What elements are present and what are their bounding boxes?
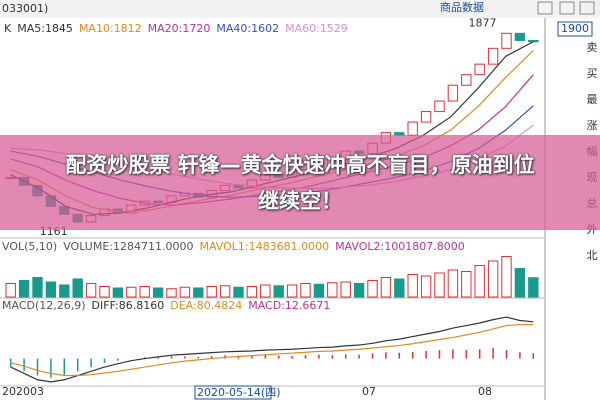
stock-code: 033001) xyxy=(2,2,48,15)
candle xyxy=(461,74,472,86)
volume-bar xyxy=(407,274,418,298)
volume-bar xyxy=(353,283,365,298)
volume-bar xyxy=(528,277,539,298)
legend-entry: VOL(5,10) xyxy=(2,240,57,253)
ma-line xyxy=(10,323,534,377)
volume-bar xyxy=(474,265,485,298)
price-box-text: 1900 xyxy=(561,22,589,35)
volume-bar xyxy=(300,283,311,298)
price-box xyxy=(557,21,593,37)
volume-bar xyxy=(59,284,70,298)
legend-entry: MACD:12.6671 xyxy=(248,299,330,312)
volume-bar xyxy=(193,287,204,298)
volume-bar xyxy=(487,260,499,298)
volume-bar xyxy=(514,268,526,298)
volume-bar xyxy=(394,278,405,298)
volume-bar xyxy=(273,285,284,298)
legend-entry: MAVOL2:1001807.8000 xyxy=(335,240,465,253)
banner-line: 继续空！ xyxy=(258,189,342,213)
volume-bar xyxy=(461,271,472,298)
x-label: 08 xyxy=(478,385,492,398)
x-label: 2020-05-14(四) xyxy=(197,386,281,399)
volume-bar xyxy=(126,286,137,298)
candle xyxy=(514,32,526,41)
volume-bar xyxy=(99,286,110,298)
candle xyxy=(434,100,445,113)
volume-bar xyxy=(420,275,432,298)
icon-button[interactable] xyxy=(537,1,553,15)
volume-bar xyxy=(45,281,57,298)
side-label: 卖 xyxy=(587,41,598,54)
icon-button[interactable] xyxy=(559,1,575,15)
volume-bar xyxy=(313,283,325,298)
candle xyxy=(528,39,539,43)
banner: 配资炒股票 轩锋—黄金快速冲高不盲目，原油到位 继续空！ xyxy=(0,135,600,230)
volume-bar xyxy=(380,277,392,298)
legend-entry: MA10:1812 xyxy=(79,22,142,35)
volume-bar xyxy=(112,287,124,298)
tab-button[interactable]: 商品数据 xyxy=(440,0,484,14)
volume-bar xyxy=(85,283,97,298)
side-label: 北 xyxy=(587,249,598,262)
volume-bar xyxy=(5,283,16,298)
volume-bar xyxy=(327,282,338,298)
candle xyxy=(420,111,432,123)
legend-entry: MA40:1602 xyxy=(216,22,279,35)
legend-entry: MACD(12,26,9) xyxy=(2,299,86,312)
volume-bar xyxy=(18,280,30,298)
x-label: 202003 xyxy=(2,385,44,398)
legend-entry: VOLUME:1284711.0000 xyxy=(63,240,193,253)
legend-entry: MAVOL1:1483681.0000 xyxy=(199,240,329,253)
volume-bar xyxy=(260,284,271,298)
legend-entry: DIFF:86.8160 xyxy=(92,299,165,312)
legend-entry: MA20:1720 xyxy=(148,22,211,35)
candle xyxy=(407,121,418,136)
volume-bar xyxy=(367,280,378,298)
legend-entry: MA60:1529 xyxy=(285,22,348,35)
banner-line: 配资炒股票 轩锋—黄金快速冲高不盲目，原油到位 xyxy=(65,153,535,177)
volume-bar xyxy=(206,286,217,298)
volume-bar xyxy=(152,287,164,298)
volume-bar xyxy=(434,272,445,298)
volume-bar xyxy=(32,277,43,298)
volume-bar xyxy=(246,286,258,298)
candle xyxy=(501,32,512,49)
candle xyxy=(447,84,459,102)
side-label: 买 xyxy=(587,67,598,80)
ma-line xyxy=(10,316,534,383)
candle xyxy=(487,47,499,65)
x-cursor-box xyxy=(194,385,272,400)
legend-entry: MA5:1845 xyxy=(17,22,73,35)
x-label: 07 xyxy=(362,385,376,398)
volume-bar xyxy=(233,286,244,298)
volume-bar xyxy=(340,281,351,298)
volume-bar xyxy=(72,278,83,298)
volume-bar xyxy=(219,285,231,298)
volume-bar xyxy=(139,286,150,298)
volume-bar xyxy=(166,288,177,298)
side-label: 涨 xyxy=(587,119,598,132)
top-bar xyxy=(0,0,600,18)
price-annotation: 1877 xyxy=(469,16,497,29)
legend-entry: DEA:80.4824 xyxy=(170,299,242,312)
volume-bar xyxy=(447,269,459,298)
volume-bar xyxy=(179,286,191,298)
candle xyxy=(474,63,485,76)
legend-entry: K xyxy=(4,22,12,35)
volume-bar xyxy=(286,284,298,298)
icon-button[interactable] xyxy=(579,1,595,15)
volume-bar xyxy=(501,256,512,298)
side-label: 最 xyxy=(587,93,598,106)
